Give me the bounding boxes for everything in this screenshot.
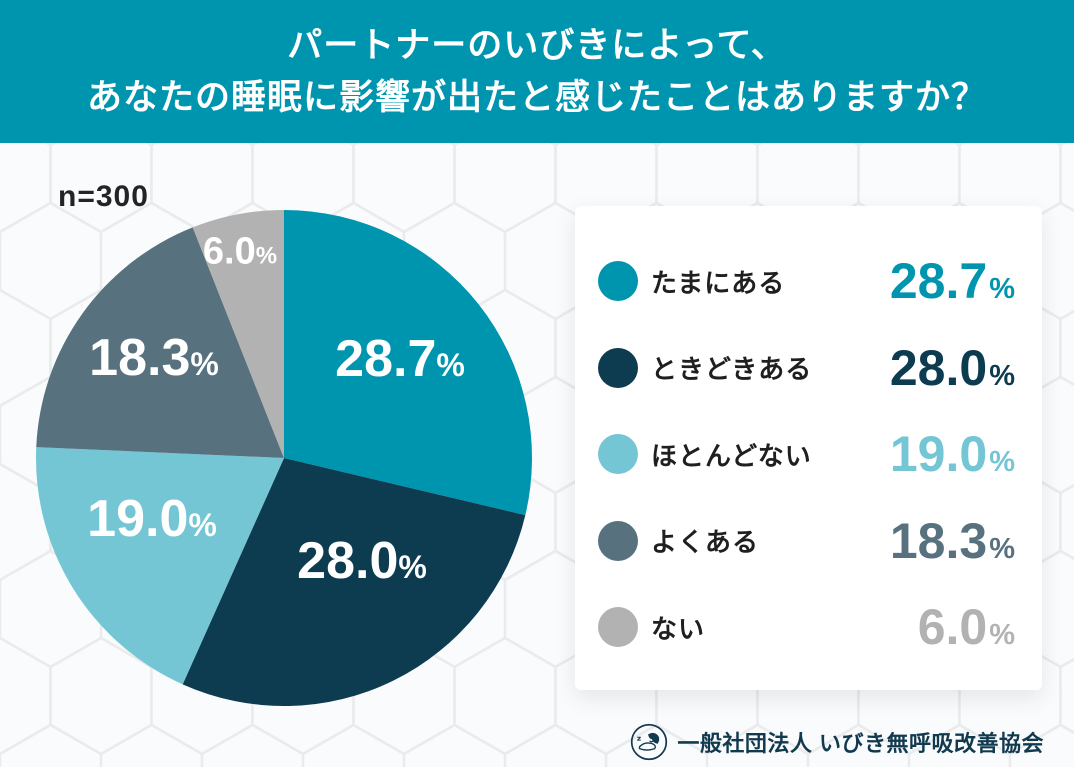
pie-slice-label-0: 28.7% xyxy=(335,330,465,388)
pie-slice-label-3: 18.3% xyxy=(89,329,219,387)
chart-title-line-1: パートナーのいびきによって、 xyxy=(287,26,787,65)
legend-label: ない xyxy=(651,613,706,644)
legend-label: ときどきある xyxy=(651,354,813,384)
legend-label: ほとんどない xyxy=(651,440,812,471)
pie-slice-3 xyxy=(36,227,284,458)
pie-slice-label-1: 28.0% xyxy=(297,532,427,590)
percent-sign: % xyxy=(989,359,1015,392)
percent-sign: % xyxy=(989,619,1015,651)
legend-dot xyxy=(598,347,638,388)
legend-dot xyxy=(598,520,638,561)
pie-slice-label-4: 6.0% xyxy=(203,230,277,272)
footer: 一般社団法人 いびき無呼吸改善協会 xyxy=(630,723,1044,761)
percent-sign: % xyxy=(989,273,1015,305)
legend-row-tokidoki-aru: ときどきある 28.0 % xyxy=(598,339,1015,397)
legend-value-number: 6.0 xyxy=(917,599,988,655)
pie-slice-label-2: 19.0% xyxy=(87,490,217,548)
pie-chart: 28.7% 28.0% 19.0% 18.3% 6.0% xyxy=(34,208,534,708)
legend-row-hotondo-nai: ほとんどない 19.0 % xyxy=(598,425,1015,483)
pie-slice-2 xyxy=(36,447,285,685)
pie-slice-1 xyxy=(182,458,526,707)
sleeping-face-logo-icon xyxy=(631,723,668,761)
legend-value: 6.0 % xyxy=(918,598,1015,656)
percent-sign: % xyxy=(989,446,1015,478)
percent-sign: % xyxy=(989,532,1015,565)
legend-value-number: 28.7 xyxy=(889,253,988,309)
legend-value-number: 28.0 xyxy=(889,339,988,396)
legend-value: 18.3 % xyxy=(890,512,1015,570)
header-banner: パートナーのいびきによって、 あなたの睡眠に影響が出たと感じたことはありますか？ xyxy=(0,0,1074,143)
association-name: 一般社団法人 いびき無呼吸改善協会 xyxy=(677,731,1044,756)
legend-value: 28.7 % xyxy=(890,252,1015,310)
legend-panel: たまにある 28.7 % ときどきある 28.0 % ほとんどない 19.0 % xyxy=(575,206,1042,690)
legend-value-number: 19.0 xyxy=(889,426,988,482)
pie-chart-svg: 28.7% 28.0% 19.0% 18.3% 6.0% xyxy=(36,210,533,707)
legend-value: 28.0 % xyxy=(890,339,1015,397)
legend-row-yoku-aru: よくある 18.3 % xyxy=(598,512,1015,570)
legend-dot xyxy=(598,607,638,647)
legend-dot xyxy=(598,434,638,474)
sample-size-label: n=300 xyxy=(58,180,149,213)
legend-value-number: 18.3 xyxy=(889,512,988,569)
legend-label: よくある xyxy=(651,527,760,557)
legend-value: 19.0 % xyxy=(890,425,1015,483)
legend-row-tamani-aru: たまにある 28.7 % xyxy=(598,252,1015,310)
legend-label: たまにある xyxy=(651,267,786,298)
legend-row-nai: ない 6.0 % xyxy=(598,598,1015,656)
pie-slice-0 xyxy=(284,210,533,516)
pie-slice-4 xyxy=(192,210,284,458)
legend-dot xyxy=(598,261,638,301)
chart-title-line-2: あなたの睡眠に影響が出たと感じたことはありますか？ xyxy=(86,77,987,117)
